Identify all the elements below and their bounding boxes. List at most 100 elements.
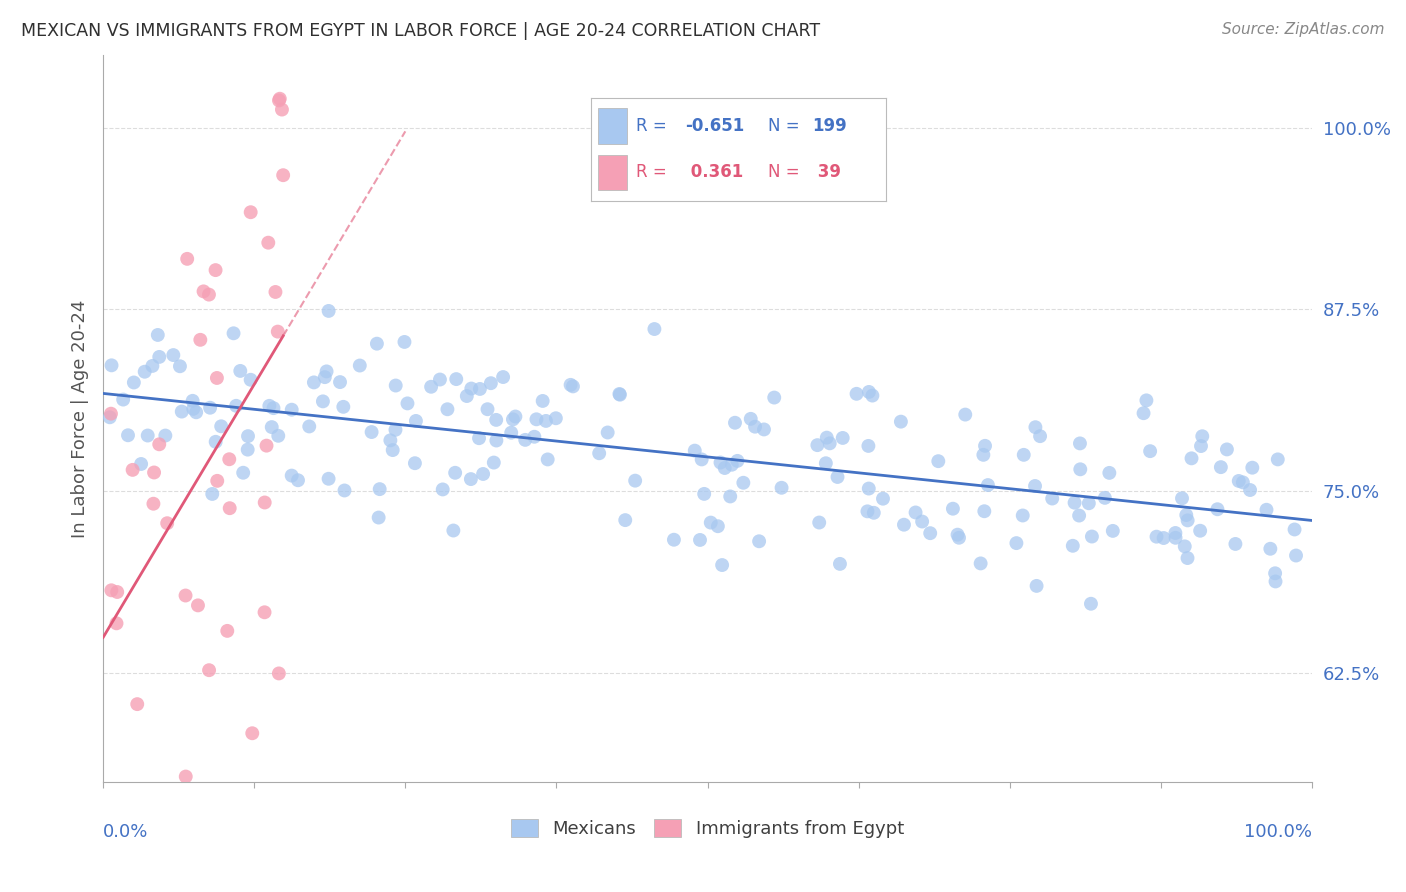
Point <box>253 495 276 509</box>
Point <box>271 168 294 182</box>
Point <box>380 434 402 448</box>
Point <box>1164 526 1187 541</box>
Point <box>236 442 259 457</box>
Point <box>405 414 427 428</box>
Point <box>134 365 156 379</box>
Point <box>318 472 340 486</box>
Point <box>1267 452 1289 467</box>
Point <box>531 393 554 408</box>
Point <box>444 466 467 480</box>
Point <box>1209 460 1232 475</box>
Point <box>267 94 290 108</box>
Point <box>537 452 560 467</box>
Point <box>1062 539 1084 553</box>
Point <box>239 205 262 219</box>
Point <box>94 804 117 818</box>
Point <box>1175 508 1198 522</box>
Point <box>117 428 139 442</box>
Point <box>187 599 209 613</box>
Point <box>544 411 567 425</box>
Point <box>367 510 389 524</box>
Point <box>420 380 443 394</box>
Point <box>831 431 853 445</box>
Y-axis label: In Labor Force | Age 20-24: In Labor Force | Age 20-24 <box>72 299 89 538</box>
Point <box>456 389 478 403</box>
Point <box>814 456 837 470</box>
Point <box>1264 574 1286 589</box>
Point <box>526 412 548 426</box>
Point <box>460 472 482 486</box>
Point <box>969 557 991 571</box>
Point <box>314 370 336 384</box>
Point <box>860 388 883 402</box>
Point <box>1189 524 1212 538</box>
Point <box>229 364 252 378</box>
Point <box>384 378 406 392</box>
Text: R =: R = <box>637 163 666 181</box>
Point <box>890 415 912 429</box>
Point <box>720 458 742 472</box>
Point <box>1174 540 1197 554</box>
Point <box>624 474 647 488</box>
Text: Source: ZipAtlas.com: Source: ZipAtlas.com <box>1222 22 1385 37</box>
Point <box>718 490 741 504</box>
Point <box>298 419 321 434</box>
Point <box>169 359 191 374</box>
Point <box>1029 429 1052 443</box>
Point <box>332 400 354 414</box>
Point <box>492 370 515 384</box>
Point <box>614 513 637 527</box>
Point <box>609 387 631 401</box>
Point <box>1094 491 1116 505</box>
Point <box>287 473 309 487</box>
Point <box>148 437 170 451</box>
Point <box>748 534 770 549</box>
Point <box>733 475 755 490</box>
Point <box>724 416 747 430</box>
Point <box>312 394 335 409</box>
Point <box>198 287 221 301</box>
Point <box>384 423 406 437</box>
Point <box>689 533 711 547</box>
Point <box>1216 442 1239 457</box>
Point <box>1256 502 1278 516</box>
Point <box>862 506 884 520</box>
Text: N =: N = <box>768 118 799 136</box>
Point <box>1098 466 1121 480</box>
Point <box>253 605 276 619</box>
Point <box>974 439 997 453</box>
Point <box>534 414 557 428</box>
Point <box>1101 524 1123 538</box>
Point <box>1191 429 1213 443</box>
Text: 39: 39 <box>813 163 841 181</box>
Point <box>1135 393 1157 408</box>
Point <box>146 328 169 343</box>
Point <box>257 235 280 250</box>
Point <box>188 333 211 347</box>
Point <box>1063 496 1085 510</box>
Point <box>1239 483 1261 497</box>
Point <box>204 434 226 449</box>
Point <box>501 425 523 440</box>
Point <box>155 428 177 442</box>
Point <box>441 524 464 538</box>
Point <box>349 359 371 373</box>
Point <box>1171 491 1194 506</box>
Point <box>893 517 915 532</box>
Point <box>181 401 204 416</box>
Point <box>318 304 340 318</box>
Point <box>643 322 665 336</box>
Point <box>588 446 610 460</box>
Point <box>302 376 325 390</box>
Point <box>204 263 226 277</box>
Point <box>1005 536 1028 550</box>
Point <box>711 558 734 572</box>
Point <box>186 405 208 419</box>
Point <box>162 348 184 362</box>
Point <box>1177 513 1199 527</box>
Point <box>222 326 245 341</box>
Point <box>690 452 713 467</box>
Point <box>112 392 135 407</box>
Point <box>725 454 748 468</box>
Point <box>744 419 766 434</box>
